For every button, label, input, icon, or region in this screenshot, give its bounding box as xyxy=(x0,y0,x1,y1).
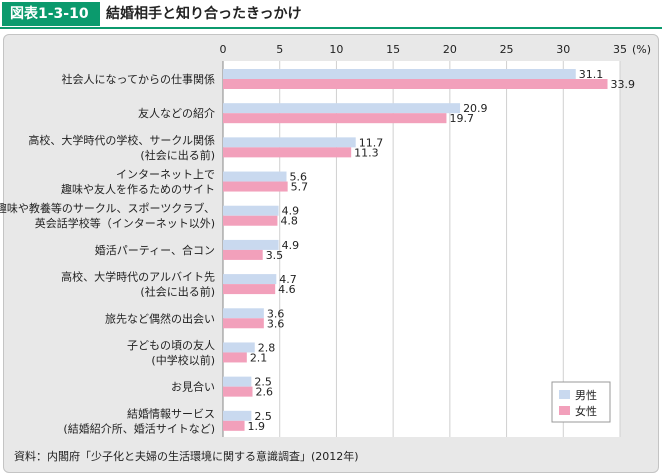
bar-male xyxy=(223,205,279,216)
category-label: 高校、大学時代の学校、サークル関係 xyxy=(28,133,215,147)
figure-header: 図表1-3-10 結婚相手と知り合ったきっかけ xyxy=(0,0,662,29)
data-label: 4.8 xyxy=(280,215,298,228)
bar-male xyxy=(223,103,461,114)
bar-male xyxy=(223,137,356,148)
data-label: 1.9 xyxy=(248,420,266,433)
data-label: 5.7 xyxy=(291,181,309,194)
category-label: 社会人になってからの仕事関係 xyxy=(62,72,215,86)
data-label: 31.1 xyxy=(579,68,604,81)
legend-swatch-female xyxy=(559,406,570,415)
category-label: 子どもの頃の友人 xyxy=(127,338,215,352)
data-label: 2.6 xyxy=(255,386,273,399)
data-label: 5.6 xyxy=(290,171,308,184)
bar-male xyxy=(223,308,264,319)
category-label: 趣味や教養等のサークル、スポーツクラブ、 xyxy=(0,201,215,215)
data-label: 4.9 xyxy=(282,239,300,252)
data-label: 3.5 xyxy=(266,249,284,262)
data-label: 11.7 xyxy=(359,136,384,149)
x-tick-label: 10 xyxy=(329,43,343,56)
data-label: 4.7 xyxy=(279,273,297,286)
bar-male xyxy=(223,376,252,387)
x-tick-label: 25 xyxy=(500,43,514,56)
plot-area xyxy=(223,61,620,437)
legend-box xyxy=(551,381,611,423)
bar-male xyxy=(223,171,287,182)
figure-title: 結婚相手と知り合ったきっかけ xyxy=(106,6,302,22)
data-label: 11.3 xyxy=(354,146,379,159)
bar-female xyxy=(223,147,352,158)
header-divider xyxy=(0,27,662,29)
category-label: (結婚紹介所、婚活サイトなど) xyxy=(63,421,215,435)
category-label: 婚活パーティー、合コン xyxy=(95,243,215,257)
legend-label: 女性 xyxy=(575,404,597,418)
x-tick-label: 35 xyxy=(613,43,627,56)
category-label: インターネット上で xyxy=(116,168,215,181)
bar-female xyxy=(223,113,447,124)
legend-label: 男性 xyxy=(575,388,597,402)
bar-female xyxy=(223,352,247,363)
bar-male xyxy=(223,410,252,421)
x-tick-label: 5 xyxy=(276,43,283,56)
category-label: (中学校以前) xyxy=(151,353,215,367)
category-label: 英会話学校等（インターネット以外) xyxy=(35,216,215,230)
data-label: 2.8 xyxy=(258,341,276,354)
bar-female xyxy=(223,249,263,260)
category-label: お見合い xyxy=(171,380,215,394)
data-label: 3.6 xyxy=(267,307,285,320)
category-label: 旅先など偶然の出会い xyxy=(105,311,215,325)
x-tick-label: 0 xyxy=(220,43,227,56)
data-label: 19.7 xyxy=(449,112,474,125)
bar-female xyxy=(223,79,608,89)
data-label: 2.5 xyxy=(254,376,272,389)
bar-male xyxy=(223,239,279,250)
bar-female xyxy=(223,318,264,329)
data-label: 20.9 xyxy=(463,102,488,115)
data-label: 2.1 xyxy=(250,351,268,364)
data-label: 3.6 xyxy=(267,317,285,330)
category-label: (社会に出る前) xyxy=(140,148,215,162)
figure-label: 図表1-3-10 xyxy=(2,2,100,26)
bar-female xyxy=(223,284,276,295)
bar-female xyxy=(223,420,245,431)
data-label: 33.9 xyxy=(611,78,636,91)
category-label: 趣味や友人を作るためのサイト xyxy=(61,182,215,196)
bar-female xyxy=(223,386,253,397)
data-label: 2.5 xyxy=(254,410,272,423)
data-label: 4.6 xyxy=(278,283,296,296)
x-tick-label: 30 xyxy=(556,43,570,56)
category-label: 結婚情報サービス xyxy=(127,406,215,420)
bar-male xyxy=(223,274,277,285)
bar-female xyxy=(223,181,288,192)
category-label: 高校、大学時代のアルバイト先 xyxy=(61,270,215,284)
source-note: 資料：内閣府「少子化と夫婦の生活環境に関する意識調査」(2012年) xyxy=(14,450,359,463)
x-tick-label: 15 xyxy=(386,43,400,56)
data-label: 4.9 xyxy=(282,205,300,218)
category-label: (社会に出る前) xyxy=(140,285,215,299)
x-unit-label: (%) xyxy=(632,43,651,56)
bar-male xyxy=(223,69,576,79)
x-tick-label: 20 xyxy=(443,43,457,56)
category-label: 友人などの紹介 xyxy=(138,106,215,120)
bar-male xyxy=(223,342,255,353)
bar-female xyxy=(223,215,278,226)
legend-swatch-male xyxy=(559,390,570,399)
